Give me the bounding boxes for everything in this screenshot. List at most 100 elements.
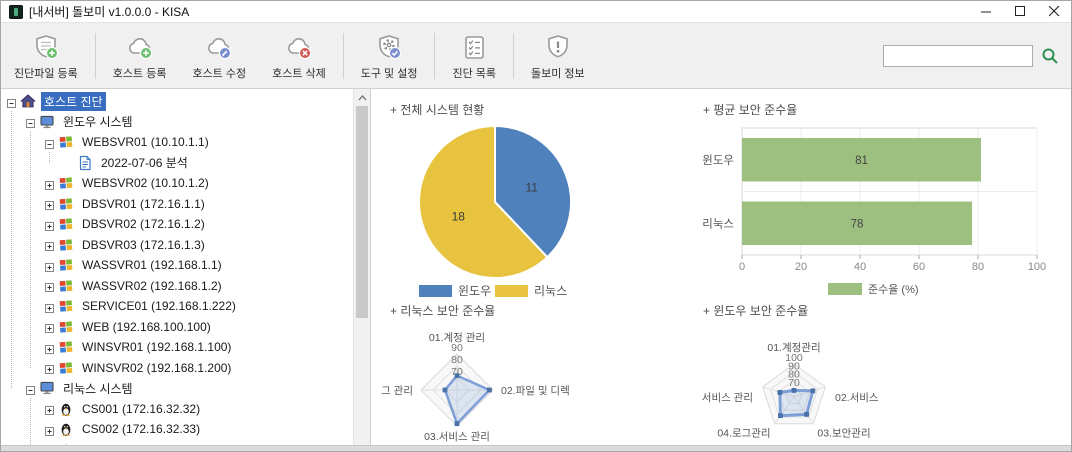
toolbar-button-register-diagnosis-file[interactable]: 진단파일 등록 (1, 26, 91, 86)
expand-toggle-icon[interactable] (45, 240, 54, 252)
expand-toggle-icon[interactable] (45, 343, 54, 354)
shield-plus-icon (32, 31, 60, 63)
expand-toggle-icon[interactable] (45, 281, 54, 293)
toolbar-button-edit-host[interactable]: 호스트 수정 (179, 26, 259, 86)
tree-item-web[interactable]: WEB (192.168.100.100) (1, 317, 353, 338)
tree-item-websvr02[interactable]: WEBSVR02 (10.10.1.2) (1, 173, 353, 194)
scrollbar-thumb[interactable] (356, 106, 368, 318)
tree-item-리눅스[interactable]: 리눅스 시스템 (1, 378, 353, 399)
tree-item-label[interactable]: CS001 (172.16.32.32) (82, 401, 201, 416)
windows-icon (58, 257, 74, 273)
svg-text:윈도우: 윈도우 (702, 153, 734, 167)
windows-icon (58, 298, 74, 314)
tree-item-label[interactable]: 호스트 진단 (41, 91, 106, 111)
expand-toggle-icon[interactable] (45, 322, 54, 334)
toolbar-button-dolbomi-info[interactable]: 돌보미 정보 (518, 26, 598, 86)
maximize-button[interactable] (1003, 1, 1037, 22)
svg-text:서비스 관리: 서비스 관리 (702, 392, 753, 404)
section-title: + 윈도우 보안 준수율 (703, 304, 809, 318)
tree-item-호스트[interactable]: 호스트 진단 (1, 91, 353, 112)
svg-text:90: 90 (451, 342, 463, 354)
section-title: + 리눅스 보안 준수율 (390, 304, 496, 318)
expand-toggle-icon[interactable] (45, 220, 54, 231)
tree-item-label[interactable]: CS002 (172.16.32.33) (82, 422, 201, 437)
tree-item-wassvr01[interactable]: WASSVR01 (192.168.1.1) (1, 255, 353, 276)
toolbar-button-label: 진단 목록 (452, 67, 497, 80)
tree-item-dbsvr03[interactable]: DBSVR03 (172.16.1.3) (1, 235, 353, 256)
tree-item-label[interactable]: DBSVR01 (172.16.1.1) (82, 196, 205, 211)
close-button[interactable] (1037, 1, 1071, 22)
tree-guide-line (30, 131, 31, 368)
expand-toggle-icon[interactable] (45, 404, 54, 416)
tree-item-cs001[interactable]: CS001 (172.16.32.32) (1, 399, 353, 420)
tree-item-dbsvr02[interactable]: DBSVR02 (172.16.1.2) (1, 214, 353, 235)
tree-item-cs002[interactable]: CS002 (172.16.32.33) (1, 419, 353, 440)
expand-toggle-icon[interactable] (45, 425, 54, 436)
tree-item-label[interactable]: WASSVR01 (192.168.1.1) (82, 258, 222, 273)
tree-item-service01[interactable]: SERVICE01 (192.168.1.222) (1, 296, 353, 317)
monitor-icon (39, 114, 55, 130)
tree-scrollbar[interactable] (353, 89, 370, 447)
toolbar-separator (342, 32, 344, 79)
tree-item-label[interactable]: 리눅스 시스템 (63, 381, 133, 396)
tree-item-winsvr01[interactable]: WINSVR01 (192.168.1.100) (1, 337, 353, 358)
tree-item-label[interactable]: SERVICE01 (192.168.1.222) (82, 299, 236, 314)
toolbar-separator (434, 32, 436, 79)
tree-item-label[interactable]: WEBSVR01 (10.10.1.1) (82, 135, 209, 150)
collapse-toggle-icon[interactable] (26, 384, 35, 395)
title-bar: [내서버] 돌보미 v1.0.0.0 - KISA (1, 1, 1071, 23)
cloud-plus-icon (126, 31, 154, 63)
collapse-toggle-icon[interactable] (26, 117, 35, 129)
tree-item-2022-07-06[interactable]: 2022-07-06 분석 (1, 153, 353, 174)
toolbar-button-delete-host[interactable]: 호스트 삭제 (259, 26, 339, 86)
windows-icon (58, 278, 74, 294)
tree-item-label[interactable]: 2022-07-06 분석 (101, 156, 188, 171)
svg-text:81: 81 (855, 155, 868, 167)
cloud-delete-icon (285, 31, 313, 63)
shield-info-icon (544, 31, 572, 63)
tree-item-wassvr02[interactable]: WASSVR02 (192.168.1.2) (1, 276, 353, 297)
tree-item-label[interactable]: WASSVR02 (192.168.1.2) (82, 278, 222, 293)
minimize-button[interactable] (969, 1, 1003, 22)
expand-toggle-icon[interactable] (45, 199, 54, 211)
scrollbar-up-arrow[interactable] (354, 89, 370, 106)
tree-item-label[interactable]: WINSVR01 (192.168.1.100) (82, 340, 232, 355)
section-title: + 평균 보안 준수율 (703, 103, 798, 117)
section-linux-compliance: 90 80 70 01.계정 관리 02.파일 및 디렉 03.서비스 관리 그 관리 + … (377, 300, 690, 445)
search-input[interactable] (883, 44, 1033, 67)
tree-item-label[interactable]: WINSVR02 (192.168.1.200) (82, 360, 232, 375)
tree-guide-line (30, 398, 31, 447)
windows-icon (58, 360, 74, 376)
window-controls (969, 1, 1071, 22)
tree-item-윈도우[interactable]: 윈도우 시스템 (1, 112, 353, 133)
tree-item-winsvr02[interactable]: WINSVR02 (192.168.1.200) (1, 358, 353, 379)
toolbar-button-diagnosis-list[interactable]: 진단 목록 (439, 26, 509, 86)
tree-item-dbsvr01[interactable]: DBSVR01 (172.16.1.1) (1, 194, 353, 215)
collapse-toggle-icon[interactable] (45, 138, 54, 149)
svg-text:리눅스: 리눅스 (534, 284, 567, 298)
toolbar-separator (94, 32, 96, 79)
tree-item-label[interactable]: WEB (192.168.100.100) (82, 319, 211, 334)
expand-toggle-icon[interactable] (45, 363, 54, 375)
svg-text:78: 78 (851, 218, 864, 230)
collapse-toggle-icon[interactable] (7, 97, 16, 108)
toolbar-button-label: 호스트 수정 (192, 67, 247, 80)
toolbar-button-register-host[interactable]: 호스트 등록 (100, 26, 180, 86)
tree-item-label[interactable]: DBSVR03 (172.16.1.3) (82, 237, 205, 252)
linux-icon (58, 401, 74, 417)
svg-text:40: 40 (854, 261, 866, 273)
tree-item-label[interactable]: 윈도우 시스템 (63, 115, 133, 130)
windows-icon (58, 196, 74, 212)
tree-item-label[interactable]: DBSVR02 (172.16.1.2) (82, 217, 205, 232)
search-icon[interactable] (1041, 47, 1059, 65)
expand-toggle-icon[interactable] (45, 179, 54, 190)
toolbar-button-tools-settings[interactable]: 도구 및 설정 (348, 26, 431, 86)
windows-icon (58, 216, 74, 232)
expand-toggle-icon[interactable] (45, 302, 54, 313)
expand-toggle-icon[interactable] (45, 261, 54, 272)
tree-item-label[interactable]: WEBSVR02 (10.10.1.2) (82, 176, 209, 191)
tree-item-websvr01[interactable]: WEBSVR01 (10.10.1.1) (1, 132, 353, 153)
